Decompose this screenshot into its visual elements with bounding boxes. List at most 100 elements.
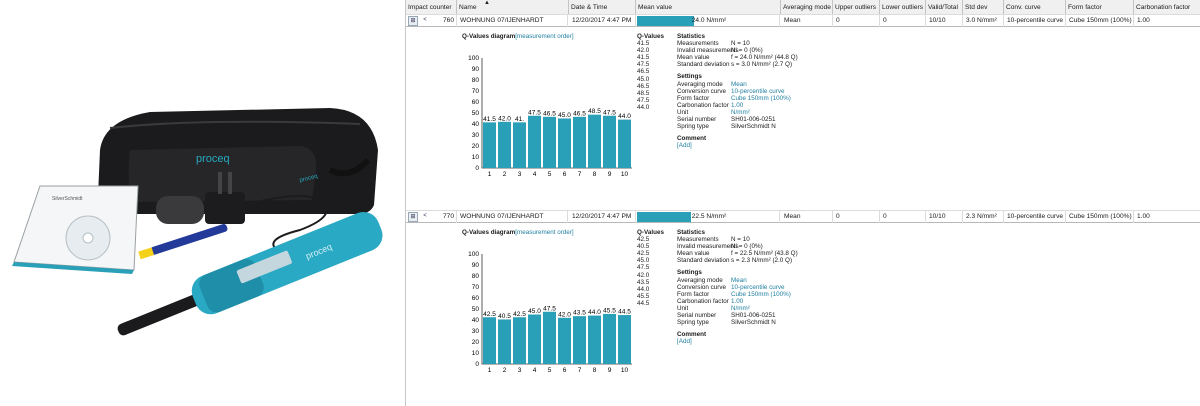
setting-row: Averaging mode Mean xyxy=(677,81,877,88)
row-counter: 760 xyxy=(429,15,457,27)
y-tick-label: 40 xyxy=(472,317,480,324)
setting-value: SilverSchmidt N xyxy=(731,123,776,131)
statistics-header: Statistics xyxy=(677,229,705,236)
y-tick-label: 20 xyxy=(472,143,480,150)
statistic-label: Standard deviation xyxy=(677,61,730,69)
add-comment-link[interactable]: [Add] xyxy=(677,338,692,346)
setting-value[interactable]: 1.00 xyxy=(731,297,744,305)
col-lower-outliers[interactable]: Lower outliers xyxy=(880,0,926,15)
expand-button[interactable]: ⊞ xyxy=(408,16,418,26)
statistic-label: Standard deviation xyxy=(677,257,730,265)
bar-value-label: 41. xyxy=(515,116,524,123)
statistic-label: Invalid measurements xyxy=(677,243,739,251)
setting-value[interactable]: Cube 150mm (100%) xyxy=(731,290,791,298)
q-value-bar xyxy=(588,114,601,168)
setting-value[interactable]: Cube 150mm (100%) xyxy=(731,94,791,102)
bar-value-label: 43.5 xyxy=(573,310,586,317)
col-mean-value[interactable]: Mean value xyxy=(636,0,781,15)
setting-label: Form factor xyxy=(677,290,710,298)
expand-button[interactable]: ⊞ xyxy=(408,212,418,222)
setting-row: Serial number SH01-006-0251 xyxy=(677,312,877,319)
setting-value[interactable]: N/mm² xyxy=(731,108,750,116)
lanyard xyxy=(328,157,371,177)
q-value-item: 44.5 xyxy=(637,299,650,307)
col-upper-outliers[interactable]: Upper outliers xyxy=(833,0,880,15)
col-impact-counter[interactable]: Impact counter xyxy=(406,0,457,15)
row-valid-total: 10/10 xyxy=(927,15,963,27)
q-value-bar xyxy=(528,314,541,364)
statistic-value: s = 3.0 N/mm² (2.7 Q) xyxy=(731,61,793,69)
bar-value-label: 47.5 xyxy=(543,305,556,312)
statistic-value: f = 22.5 N/mm² (43.8 Q) xyxy=(731,250,798,258)
setting-value[interactable]: 1.00 xyxy=(731,101,744,109)
nav-back-button[interactable]: < xyxy=(420,212,430,222)
setting-row: Conversion curve 10-percentile curve xyxy=(677,284,877,291)
table-row[interactable]: ⊞ <770 WOHNUNG 07/IJENHARDT 12/20/2017 4:47… xyxy=(406,210,1200,223)
x-category-label: 1 xyxy=(488,171,492,178)
col-name[interactable]: Name xyxy=(457,0,569,15)
q-value-bar xyxy=(483,317,496,364)
nav-back-button[interactable]: < xyxy=(420,16,430,26)
col-conv-curve[interactable]: Conv. curve xyxy=(1004,0,1066,15)
col-valid-total[interactable]: Valid/Total xyxy=(926,0,963,15)
q-value-item: 42.5 xyxy=(637,250,650,258)
add-comment-link[interactable]: [Add] xyxy=(677,142,692,150)
bar-value-label: 45.0 xyxy=(558,112,571,119)
q-diagram-title-text: Q-Values diagram xyxy=(462,33,516,40)
setting-value[interactable]: N/mm² xyxy=(731,304,750,312)
statistic-value: N = 10 xyxy=(731,236,750,244)
y-tick-label: 0 xyxy=(475,165,479,172)
q-values-bar-chart: 100908070605040302010041.5142.0241.347.5… xyxy=(468,55,632,178)
row-name: WOHNUNG 07/IJENHARDT xyxy=(458,211,568,223)
q-value-bar xyxy=(543,311,556,364)
q-value-item: 43.5 xyxy=(637,278,650,286)
q-diagram-title-text: Q-Values diagram xyxy=(462,229,516,236)
table-row[interactable]: ⊞ <760 WOHNUNG 07/IJENHARDT 12/20/2017 4:47… xyxy=(406,14,1200,27)
q-value-bar xyxy=(558,317,571,364)
setting-value[interactable]: Mean xyxy=(731,80,747,88)
row-detail-panel: Q-Values diagram[measurement order] 100 90… xyxy=(406,223,1200,403)
x-category-label: 5 xyxy=(548,367,552,374)
q-diagram-order-link[interactable]: [measurement order] xyxy=(515,229,574,236)
setting-label: Averaging mode xyxy=(677,80,723,88)
row-conv-curve: 10-percentile curve xyxy=(1005,15,1066,27)
y-tick-label: 60 xyxy=(472,295,480,302)
q-value-bar xyxy=(588,315,601,364)
q-value-item: 42.0 xyxy=(637,271,650,279)
setting-value[interactable]: Mean xyxy=(731,276,747,284)
q-value-bar xyxy=(528,115,541,168)
bar-value-label: 47.5 xyxy=(528,109,541,116)
statistic-value: Ni = 0 (0%) xyxy=(731,47,763,55)
bar-value-label: 44.0 xyxy=(618,113,631,120)
comment-header: Comment xyxy=(677,331,707,339)
row-mean-value: 22.5 N/mm² xyxy=(637,211,780,223)
statistic-value: s = 2.3 N/mm² (2.0 Q) xyxy=(731,257,793,265)
col-std-dev[interactable]: Std dev xyxy=(963,0,1004,15)
statistics-header: Statistics xyxy=(677,33,705,40)
y-tick-label: 70 xyxy=(472,88,480,95)
col-date-time[interactable]: Date & Time xyxy=(569,0,636,15)
y-tick-label: 90 xyxy=(472,66,480,73)
col-form-factor[interactable]: Form factor xyxy=(1066,0,1134,15)
settings-header: Settings xyxy=(677,269,702,277)
setting-value[interactable]: 10-percentile curve xyxy=(731,283,785,291)
col-averaging-mode[interactable]: Averaging mode xyxy=(781,0,833,15)
y-tick-label: 30 xyxy=(472,328,480,335)
setting-label: Serial number xyxy=(677,116,717,124)
marker-pencil xyxy=(138,224,228,260)
bar-value-label: 48.5 xyxy=(588,108,601,115)
y-tick-label: 10 xyxy=(472,350,480,357)
q-diagram-order-link[interactable]: [measurement order] xyxy=(515,33,574,40)
y-tick-label: 90 xyxy=(472,262,480,269)
setting-value[interactable]: 10-percentile curve xyxy=(731,87,785,95)
col-carbonation-factor[interactable]: Carbonation factor xyxy=(1134,0,1200,15)
q-value-item: 45.5 xyxy=(637,292,650,300)
row-detail-panel: Q-Values diagram[measurement order] 100 90… xyxy=(406,27,1200,207)
q-value-bar xyxy=(483,122,496,168)
statistic-label: Invalid measurements xyxy=(677,47,739,55)
setting-label: Unit xyxy=(677,304,689,312)
q-values-header: Q-Values xyxy=(637,33,664,40)
q-value-bar xyxy=(573,116,586,168)
statistic-row: Measurements N = 10 xyxy=(677,236,877,243)
y-tick-label: 60 xyxy=(472,99,480,106)
